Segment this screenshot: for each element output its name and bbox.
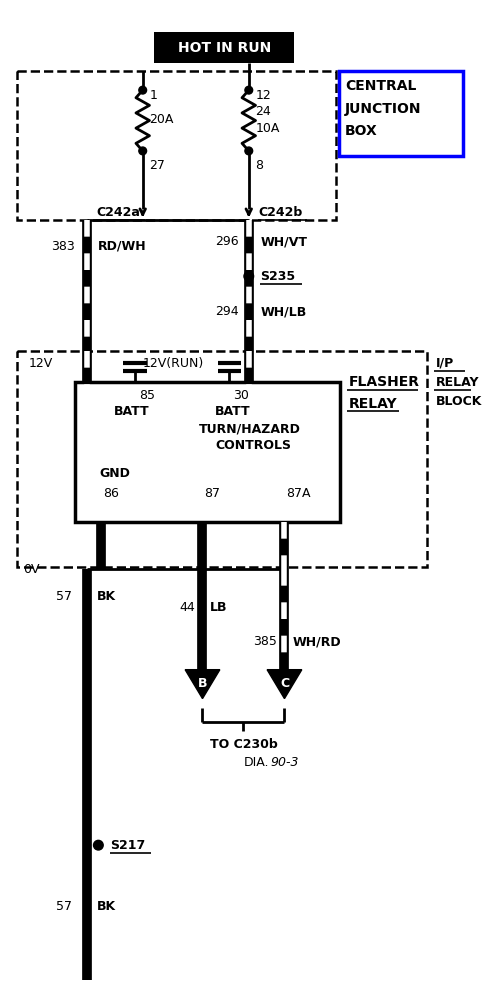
Text: 294: 294	[216, 305, 239, 318]
Text: C: C	[280, 677, 289, 690]
Bar	[75, 382, 341, 522]
Text: C242a: C242a	[97, 207, 141, 220]
Text: TURN/HAZARD: TURN/HAZARD	[199, 422, 301, 435]
Bar	[18, 71, 336, 221]
Text: 86: 86	[103, 487, 119, 500]
Text: B: B	[198, 677, 207, 690]
Text: RELAY: RELAY	[436, 376, 479, 389]
Text: C242b: C242b	[259, 207, 303, 220]
Text: WH/RD: WH/RD	[292, 635, 341, 649]
Circle shape	[94, 840, 103, 850]
Text: FLASHER: FLASHER	[349, 375, 420, 389]
Text: BK: BK	[97, 590, 116, 603]
Text: CONTROLS: CONTROLS	[215, 438, 291, 451]
Text: 87A: 87A	[286, 487, 311, 500]
Text: 8: 8	[256, 159, 264, 172]
Text: BK: BK	[97, 900, 116, 913]
Text: 383: 383	[51, 240, 75, 252]
Text: 385: 385	[253, 635, 277, 649]
Text: 12V(RUN): 12V(RUN)	[142, 356, 204, 369]
Text: 0V: 0V	[23, 563, 40, 576]
Circle shape	[244, 271, 254, 281]
Text: I/P: I/P	[436, 356, 454, 369]
Text: 90-3: 90-3	[270, 755, 299, 768]
Circle shape	[139, 147, 146, 155]
Bar	[340, 71, 463, 156]
Text: 27: 27	[149, 159, 165, 172]
Text: 12: 12	[256, 90, 271, 103]
Text: 296: 296	[216, 236, 239, 249]
Text: 44: 44	[179, 602, 195, 615]
Text: 87: 87	[204, 487, 221, 500]
Text: CENTRAL: CENTRAL	[345, 79, 417, 93]
Text: 24: 24	[256, 105, 271, 118]
Text: S235: S235	[261, 269, 295, 282]
Text: 57: 57	[56, 590, 72, 603]
Text: TO C230b: TO C230b	[210, 739, 277, 751]
Text: S217: S217	[110, 838, 145, 851]
Text: GND: GND	[100, 467, 130, 480]
Text: BATT: BATT	[114, 405, 149, 418]
Text: 85: 85	[139, 389, 155, 402]
Text: 20A: 20A	[149, 113, 174, 126]
Text: HOT IN RUN: HOT IN RUN	[178, 41, 271, 55]
Text: 30: 30	[233, 389, 249, 402]
Text: RD/WH: RD/WH	[99, 240, 147, 252]
Polygon shape	[267, 670, 302, 699]
Circle shape	[139, 86, 146, 94]
Text: WH/VT: WH/VT	[261, 236, 307, 249]
Polygon shape	[185, 670, 220, 699]
Text: RELAY: RELAY	[349, 396, 398, 410]
Text: LB: LB	[210, 602, 228, 615]
Bar	[154, 32, 294, 63]
Bar	[18, 350, 427, 568]
Text: JUNCTION: JUNCTION	[345, 103, 422, 117]
Text: 1: 1	[149, 90, 157, 103]
Text: BOX: BOX	[345, 124, 378, 138]
Circle shape	[245, 147, 253, 155]
Text: 10A: 10A	[256, 122, 280, 135]
Circle shape	[245, 86, 253, 94]
Text: WH/LB: WH/LB	[261, 305, 306, 318]
Text: BLOCK: BLOCK	[436, 395, 482, 408]
Text: BATT: BATT	[215, 405, 251, 418]
Text: 12V: 12V	[29, 356, 53, 369]
Text: DIA.: DIA.	[244, 755, 269, 768]
Text: 57: 57	[56, 900, 72, 913]
